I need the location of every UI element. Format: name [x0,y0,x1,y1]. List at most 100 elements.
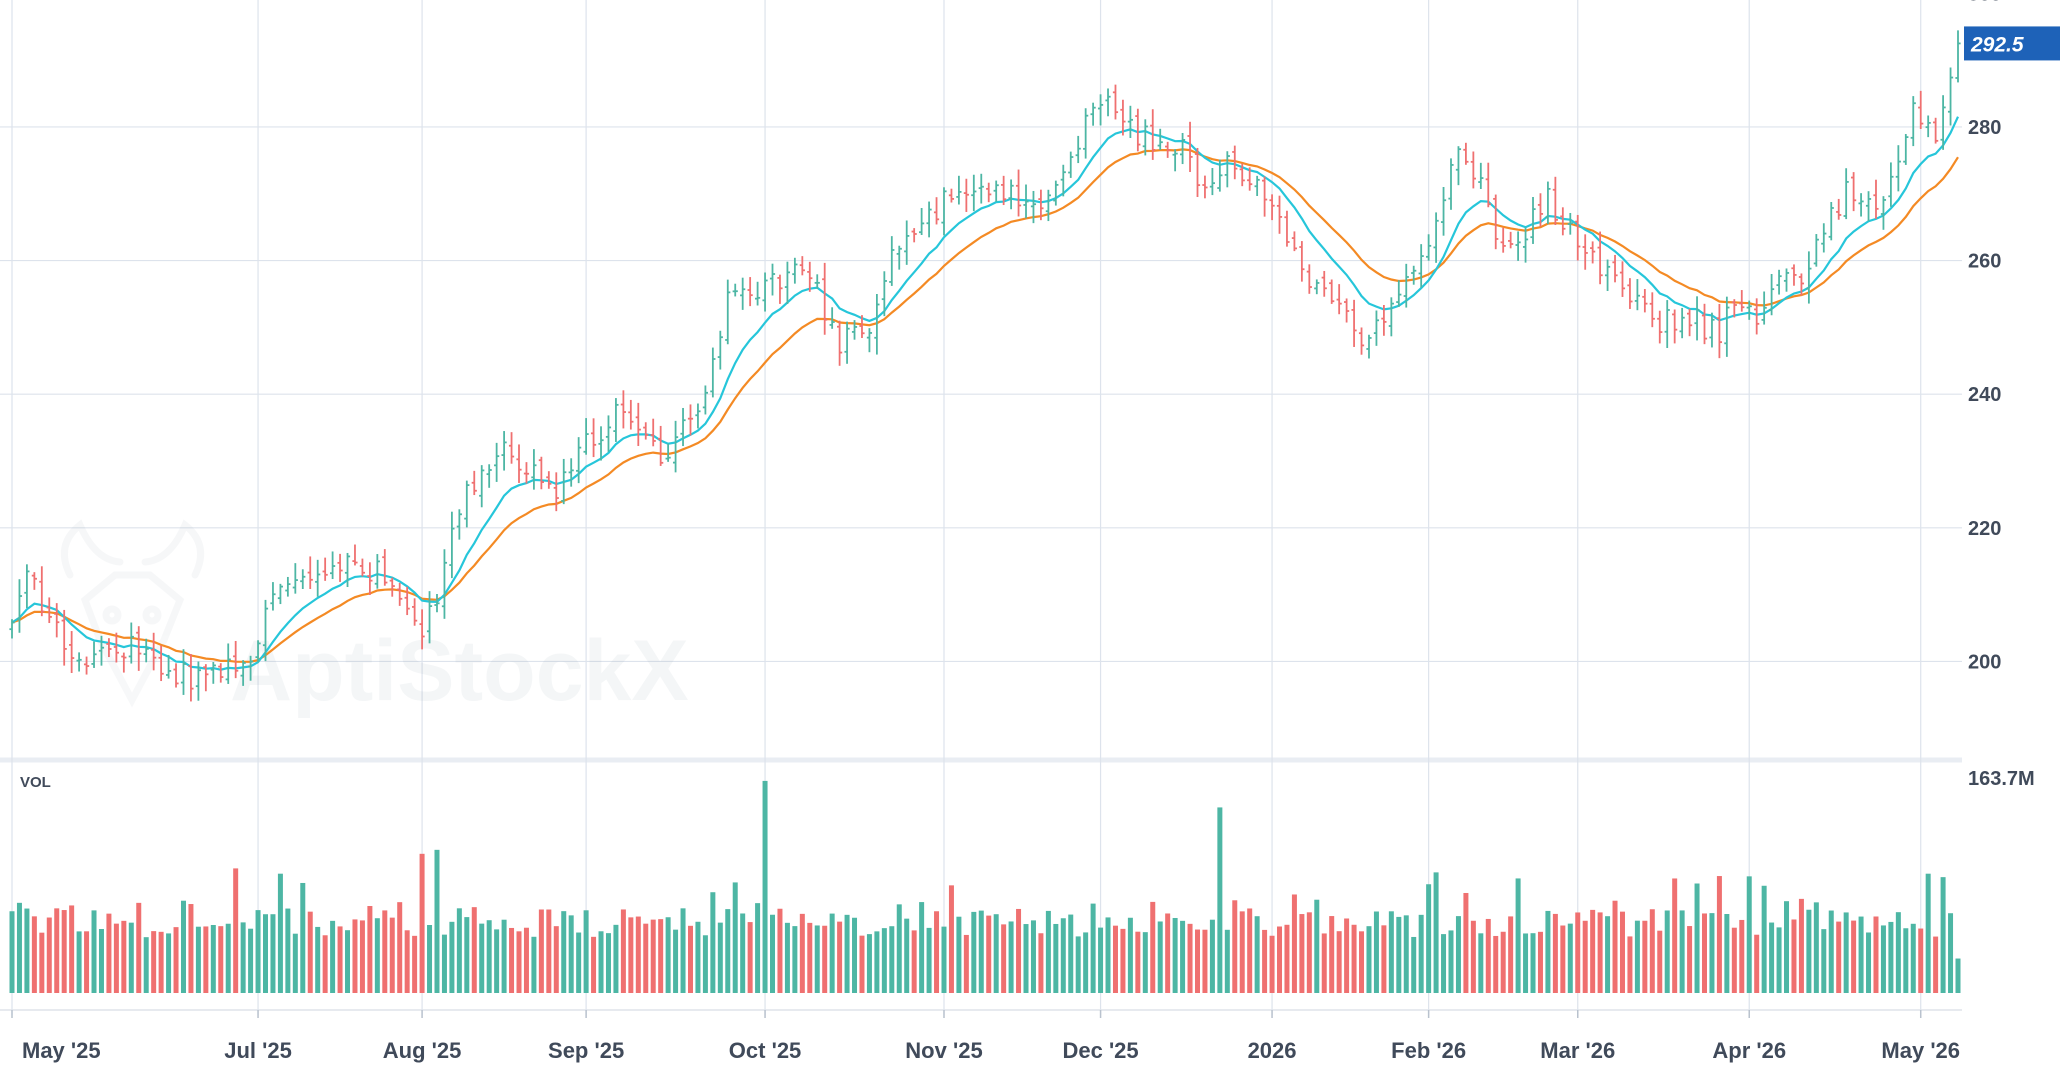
volume-bar [1068,914,1074,993]
volume-bar [1925,873,1931,993]
volume-bar [1180,920,1186,993]
ohlc-bar [1008,179,1014,210]
volume-bar [777,908,783,993]
volume-bar [352,919,358,993]
time-tick-label: Apr '26 [1712,1038,1786,1063]
ohlc-bar [598,426,604,461]
volume-bar [494,929,500,993]
volume-bar [1508,916,1514,993]
ohlc-bar [643,422,649,440]
ohlc-bar [1925,115,1931,138]
volume-bar [1105,917,1111,993]
ohlc-bar [1329,279,1335,304]
ohlc-bar [479,465,485,508]
ohlc-bar [695,403,701,429]
volume-bar [136,902,142,993]
ohlc-bar [136,626,142,671]
volume-bar [874,931,880,993]
volume-bar [546,909,552,993]
ohlc-bar [583,418,589,455]
last-price-tag: 292.5 [1964,26,2060,61]
time-tick-label: Dec '25 [1062,1038,1138,1063]
ohlc-bar [837,320,843,366]
volume-bar [613,924,619,993]
volume-max-label: 163.7M [1968,768,2035,790]
ohlc-bar [195,661,201,701]
volume-bar [218,926,224,993]
time-tick-label: Feb '26 [1391,1038,1466,1063]
volume-bar [1381,925,1387,993]
ohlc-bar [1940,95,1946,150]
ohlc-bar [926,201,932,238]
volume-bar [658,919,664,993]
ohlc-bar [807,261,813,292]
ohlc-bar [307,556,313,590]
volume-bar [852,917,858,993]
ohlc-bar [986,182,992,203]
volume-bar [561,911,567,993]
ohlc-bar [1724,296,1730,357]
ohlc-bar [508,432,515,464]
ohlc-bar [933,197,940,225]
volume-bar [1858,916,1864,993]
volume-bar [1605,916,1611,993]
volume-bar [91,910,97,993]
volume-bar [46,917,52,993]
volume-bar [1784,901,1790,993]
ohlc-bar [31,572,37,590]
volume-bar [128,922,134,993]
price-tick-label: 220 [1968,518,2001,540]
ohlc-bar [1269,194,1275,221]
volume-bar [1813,902,1819,993]
ohlc-bar [851,320,858,340]
time-tick-label: Jul '25 [224,1038,292,1063]
volume-bar [1560,925,1566,993]
volume-bar [173,927,179,993]
volume-bar [151,931,157,993]
ohlc-bar [1440,186,1447,236]
ohlc-bar [1769,273,1775,316]
ohlc-bar [590,418,597,458]
volume-bar [1142,932,1148,993]
ohlc-bar [1075,135,1081,164]
volume-bar [1619,911,1625,993]
volume-bar [397,902,403,993]
volume-bar [434,849,440,993]
ohlc-bar [464,480,470,528]
volume-bar [389,917,395,993]
ohlc-bar [1001,175,1007,206]
volume-bar [39,932,45,993]
ohlc-bar [158,645,164,682]
volume-bar [1672,878,1678,993]
ohlc-bar [1686,308,1693,337]
ohlc-bar [494,442,500,482]
volume-bar [1701,913,1707,993]
volume-bar [1590,909,1596,993]
ohlc-bar [919,207,925,235]
volume-bar [1254,916,1260,993]
ohlc-bar [740,277,746,310]
ohlc-bar [1023,184,1029,219]
ohlc-bar [1933,117,1939,144]
ohlc-bar [1366,334,1372,359]
volume-bar [1493,935,1499,993]
ohlc-bar [39,566,45,617]
volume-bar [1761,885,1767,993]
ohlc-bar [1560,207,1566,236]
volume-bar [1306,912,1312,993]
ohlc-bar [1649,292,1655,328]
ohlc-bar [792,257,798,284]
ohlc-bar [1276,195,1283,234]
volume-bar [859,935,865,993]
ohlc-bar [941,187,947,236]
ohlc-bar [1142,119,1148,156]
ohlc-bar [1165,141,1171,158]
volume-bar [54,908,60,993]
ohlc-bar [1411,265,1417,285]
ohlc-bar [1090,102,1096,126]
ohlc-bar [501,431,507,471]
ohlc-bar [1597,231,1603,285]
volume-bar [822,925,828,993]
volume-bar [367,906,373,993]
ohlc-bar [889,236,895,286]
